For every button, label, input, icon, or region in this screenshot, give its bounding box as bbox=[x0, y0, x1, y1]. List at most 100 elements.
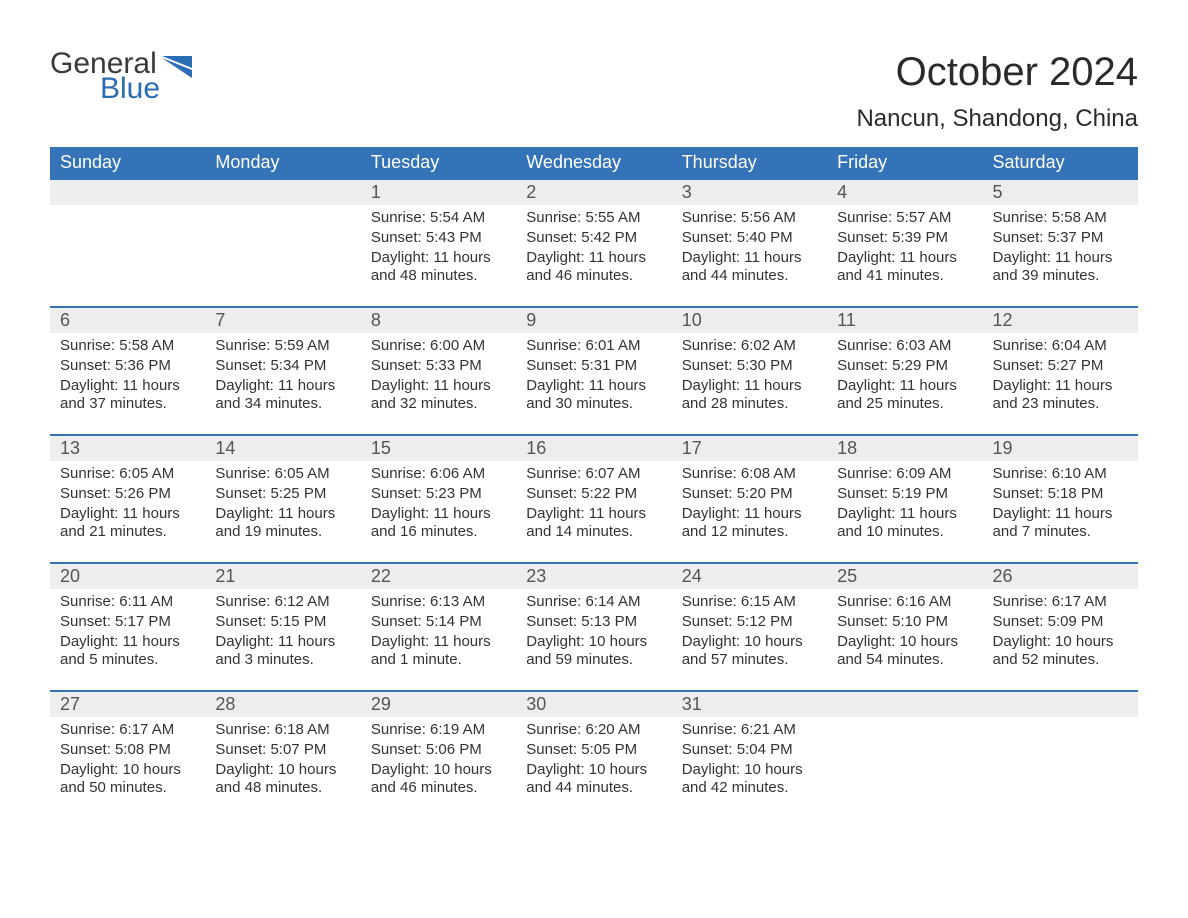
calendar-cell: 25Sunrise: 6:16 AMSunset: 5:10 PMDayligh… bbox=[827, 563, 982, 691]
daylight-text: Daylight: 11 hours and 16 minutes. bbox=[371, 505, 506, 543]
day-body: Sunrise: 6:02 AMSunset: 5:30 PMDaylight:… bbox=[672, 333, 827, 419]
calendar-cell: 3Sunrise: 5:56 AMSunset: 5:40 PMDaylight… bbox=[672, 179, 827, 307]
calendar-cell: 19Sunrise: 6:10 AMSunset: 5:18 PMDayligh… bbox=[983, 435, 1138, 563]
day-number: 13 bbox=[50, 436, 205, 461]
sunset-text: Sunset: 5:10 PM bbox=[837, 613, 972, 632]
day-number: 5 bbox=[983, 180, 1138, 205]
daylight-text: Daylight: 11 hours and 41 minutes. bbox=[837, 249, 972, 287]
sunrise-text: Sunrise: 6:11 AM bbox=[60, 593, 195, 612]
calendar-cell: 28Sunrise: 6:18 AMSunset: 5:07 PMDayligh… bbox=[205, 691, 360, 819]
sunrise-text: Sunrise: 6:08 AM bbox=[682, 465, 817, 484]
calendar-cell: 13Sunrise: 6:05 AMSunset: 5:26 PMDayligh… bbox=[50, 435, 205, 563]
sunset-text: Sunset: 5:27 PM bbox=[993, 357, 1128, 376]
day-body: Sunrise: 6:10 AMSunset: 5:18 PMDaylight:… bbox=[983, 461, 1138, 547]
sunrise-text: Sunrise: 5:55 AM bbox=[526, 209, 661, 228]
day-number: 25 bbox=[827, 564, 982, 589]
daylight-text: Daylight: 11 hours and 21 minutes. bbox=[60, 505, 195, 543]
sunset-text: Sunset: 5:36 PM bbox=[60, 357, 195, 376]
daylight-text: Daylight: 10 hours and 48 minutes. bbox=[215, 761, 350, 799]
daylight-text: Daylight: 10 hours and 57 minutes. bbox=[682, 633, 817, 671]
sunset-text: Sunset: 5:29 PM bbox=[837, 357, 972, 376]
sunrise-text: Sunrise: 6:02 AM bbox=[682, 337, 817, 356]
calendar-cell: 9Sunrise: 6:01 AMSunset: 5:31 PMDaylight… bbox=[516, 307, 671, 435]
daylight-text: Daylight: 11 hours and 10 minutes. bbox=[837, 505, 972, 543]
calendar-cell: 2Sunrise: 5:55 AMSunset: 5:42 PMDaylight… bbox=[516, 179, 671, 307]
weekday-header: Monday bbox=[205, 147, 360, 179]
day-number: 27 bbox=[50, 692, 205, 717]
day-body: Sunrise: 5:58 AMSunset: 5:37 PMDaylight:… bbox=[983, 205, 1138, 291]
day-body: Sunrise: 6:14 AMSunset: 5:13 PMDaylight:… bbox=[516, 589, 671, 675]
day-number: 26 bbox=[983, 564, 1138, 589]
calendar-cell: 5Sunrise: 5:58 AMSunset: 5:37 PMDaylight… bbox=[983, 179, 1138, 307]
day-number bbox=[983, 692, 1138, 717]
sunrise-text: Sunrise: 6:05 AM bbox=[60, 465, 195, 484]
calendar-week: 6Sunrise: 5:58 AMSunset: 5:36 PMDaylight… bbox=[50, 307, 1138, 435]
daylight-text: Daylight: 11 hours and 37 minutes. bbox=[60, 377, 195, 415]
day-number: 20 bbox=[50, 564, 205, 589]
daylight-text: Daylight: 11 hours and 30 minutes. bbox=[526, 377, 661, 415]
weekday-header: Sunday bbox=[50, 147, 205, 179]
daylight-text: Daylight: 11 hours and 23 minutes. bbox=[993, 377, 1128, 415]
weekday-header: Friday bbox=[827, 147, 982, 179]
sunset-text: Sunset: 5:13 PM bbox=[526, 613, 661, 632]
day-number: 28 bbox=[205, 692, 360, 717]
sunrise-text: Sunrise: 6:16 AM bbox=[837, 593, 972, 612]
weekday-header: Thursday bbox=[672, 147, 827, 179]
calendar-cell: 14Sunrise: 6:05 AMSunset: 5:25 PMDayligh… bbox=[205, 435, 360, 563]
day-body: Sunrise: 6:08 AMSunset: 5:20 PMDaylight:… bbox=[672, 461, 827, 547]
location-subtitle: Nancun, Shandong, China bbox=[856, 105, 1138, 133]
day-body: Sunrise: 6:13 AMSunset: 5:14 PMDaylight:… bbox=[361, 589, 516, 675]
sunset-text: Sunset: 5:34 PM bbox=[215, 357, 350, 376]
day-number: 11 bbox=[827, 308, 982, 333]
day-body: Sunrise: 6:09 AMSunset: 5:19 PMDaylight:… bbox=[827, 461, 982, 547]
day-number: 4 bbox=[827, 180, 982, 205]
day-body: Sunrise: 6:00 AMSunset: 5:33 PMDaylight:… bbox=[361, 333, 516, 419]
sunset-text: Sunset: 5:14 PM bbox=[371, 613, 506, 632]
day-number: 8 bbox=[361, 308, 516, 333]
day-number: 7 bbox=[205, 308, 360, 333]
sunrise-text: Sunrise: 6:03 AM bbox=[837, 337, 972, 356]
sunset-text: Sunset: 5:23 PM bbox=[371, 485, 506, 504]
day-number: 30 bbox=[516, 692, 671, 717]
sunrise-text: Sunrise: 6:13 AM bbox=[371, 593, 506, 612]
day-number: 3 bbox=[672, 180, 827, 205]
sunset-text: Sunset: 5:15 PM bbox=[215, 613, 350, 632]
day-number: 22 bbox=[361, 564, 516, 589]
sunset-text: Sunset: 5:17 PM bbox=[60, 613, 195, 632]
sunset-text: Sunset: 5:04 PM bbox=[682, 741, 817, 760]
sunset-text: Sunset: 5:20 PM bbox=[682, 485, 817, 504]
sunrise-text: Sunrise: 5:57 AM bbox=[837, 209, 972, 228]
sunset-text: Sunset: 5:05 PM bbox=[526, 741, 661, 760]
day-number: 19 bbox=[983, 436, 1138, 461]
day-number: 17 bbox=[672, 436, 827, 461]
day-body: Sunrise: 6:19 AMSunset: 5:06 PMDaylight:… bbox=[361, 717, 516, 803]
day-body: Sunrise: 6:05 AMSunset: 5:25 PMDaylight:… bbox=[205, 461, 360, 547]
calendar-cell: 26Sunrise: 6:17 AMSunset: 5:09 PMDayligh… bbox=[983, 563, 1138, 691]
calendar-cell bbox=[50, 179, 205, 307]
day-body: Sunrise: 6:01 AMSunset: 5:31 PMDaylight:… bbox=[516, 333, 671, 419]
day-body: Sunrise: 6:03 AMSunset: 5:29 PMDaylight:… bbox=[827, 333, 982, 419]
brand-triangle-icon bbox=[162, 56, 192, 82]
sunset-text: Sunset: 5:43 PM bbox=[371, 229, 506, 248]
sunrise-text: Sunrise: 6:06 AM bbox=[371, 465, 506, 484]
day-body: Sunrise: 6:05 AMSunset: 5:26 PMDaylight:… bbox=[50, 461, 205, 547]
sunrise-text: Sunrise: 6:05 AM bbox=[215, 465, 350, 484]
calendar-cell: 16Sunrise: 6:07 AMSunset: 5:22 PMDayligh… bbox=[516, 435, 671, 563]
daylight-text: Daylight: 10 hours and 50 minutes. bbox=[60, 761, 195, 799]
day-body: Sunrise: 6:21 AMSunset: 5:04 PMDaylight:… bbox=[672, 717, 827, 803]
day-body: Sunrise: 6:20 AMSunset: 5:05 PMDaylight:… bbox=[516, 717, 671, 803]
sunset-text: Sunset: 5:33 PM bbox=[371, 357, 506, 376]
sunset-text: Sunset: 5:07 PM bbox=[215, 741, 350, 760]
sunset-text: Sunset: 5:39 PM bbox=[837, 229, 972, 248]
day-number: 1 bbox=[361, 180, 516, 205]
daylight-text: Daylight: 10 hours and 46 minutes. bbox=[371, 761, 506, 799]
brand-text: General Blue bbox=[50, 50, 160, 103]
sunrise-text: Sunrise: 6:10 AM bbox=[993, 465, 1128, 484]
sunrise-text: Sunrise: 6:20 AM bbox=[526, 721, 661, 740]
sunrise-text: Sunrise: 5:58 AM bbox=[60, 337, 195, 356]
daylight-text: Daylight: 11 hours and 46 minutes. bbox=[526, 249, 661, 287]
calendar-cell bbox=[983, 691, 1138, 819]
calendar-cell: 20Sunrise: 6:11 AMSunset: 5:17 PMDayligh… bbox=[50, 563, 205, 691]
title-block: October 2024 Nancun, Shandong, China bbox=[856, 50, 1138, 133]
sunset-text: Sunset: 5:06 PM bbox=[371, 741, 506, 760]
